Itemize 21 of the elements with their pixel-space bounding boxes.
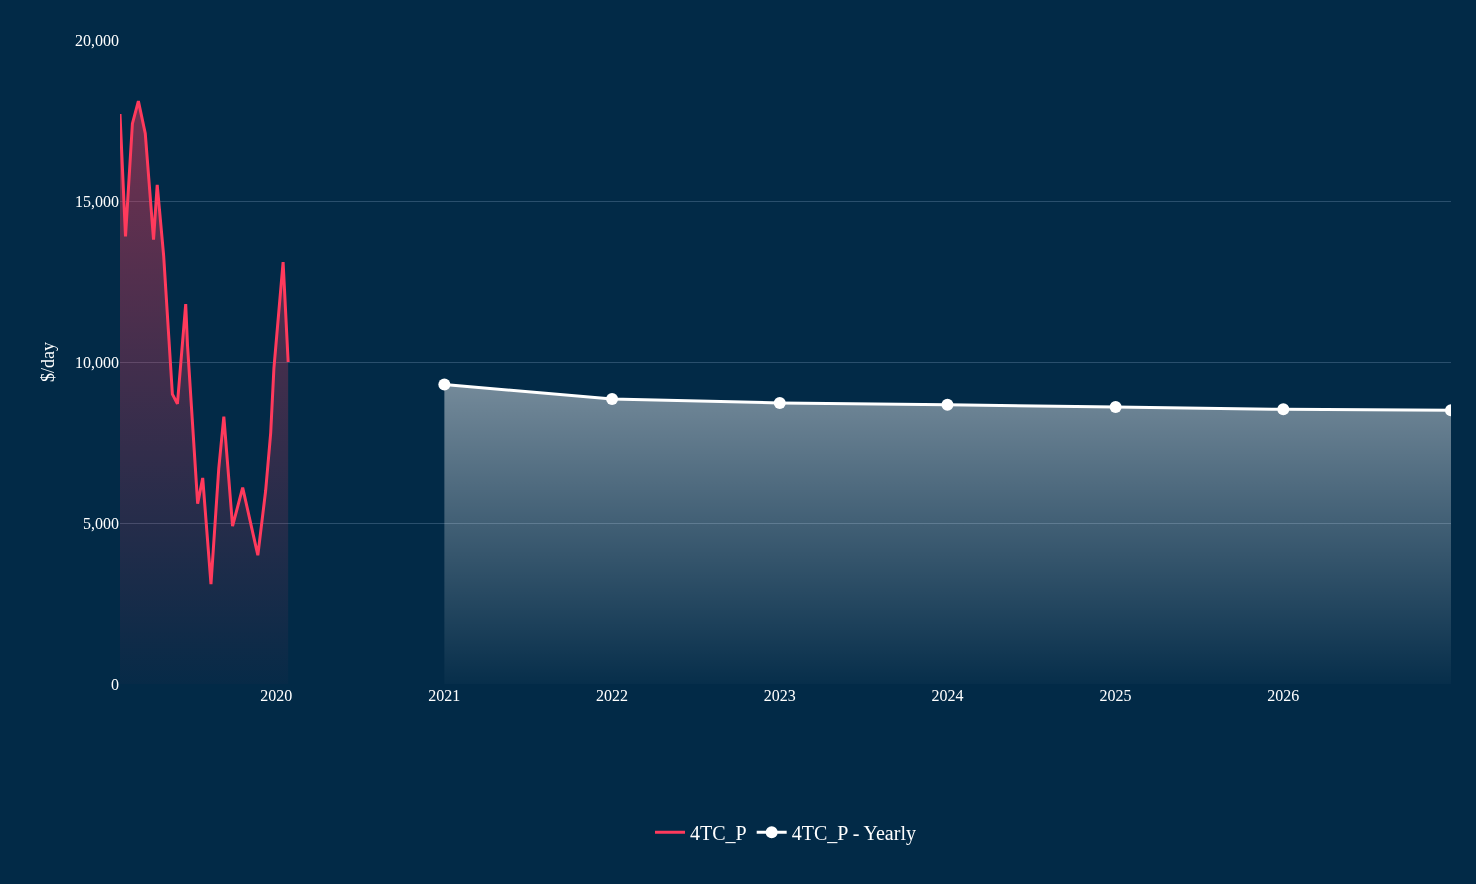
x-tick-label: 2025 (1099, 687, 1132, 704)
x-tick-label: 2021 (428, 687, 461, 704)
point (1277, 403, 1290, 416)
y-tick-label: 20,000 (75, 31, 119, 49)
x-tick-label: 2024 (931, 687, 964, 704)
x-tick-label: 2020 (260, 687, 293, 704)
point (438, 378, 451, 391)
point (606, 393, 619, 406)
y-axis-title: $/day (38, 342, 59, 382)
y-tick-label: 0 (111, 675, 119, 693)
y-tick-label: 10,000 (75, 353, 119, 371)
x-tick-label: 2023 (763, 687, 796, 704)
legend-label: 4TC_P (690, 822, 747, 845)
point (773, 396, 786, 409)
y-tick-label: 15,000 (75, 192, 119, 210)
y-tick-label: 5,000 (83, 514, 119, 532)
x-tick-label: 2026 (1267, 687, 1300, 704)
x-tick-label: 2022 (596, 687, 629, 704)
legend-label: 4TC_P - Yearly (791, 822, 916, 846)
point (1109, 401, 1122, 414)
point (941, 398, 954, 411)
